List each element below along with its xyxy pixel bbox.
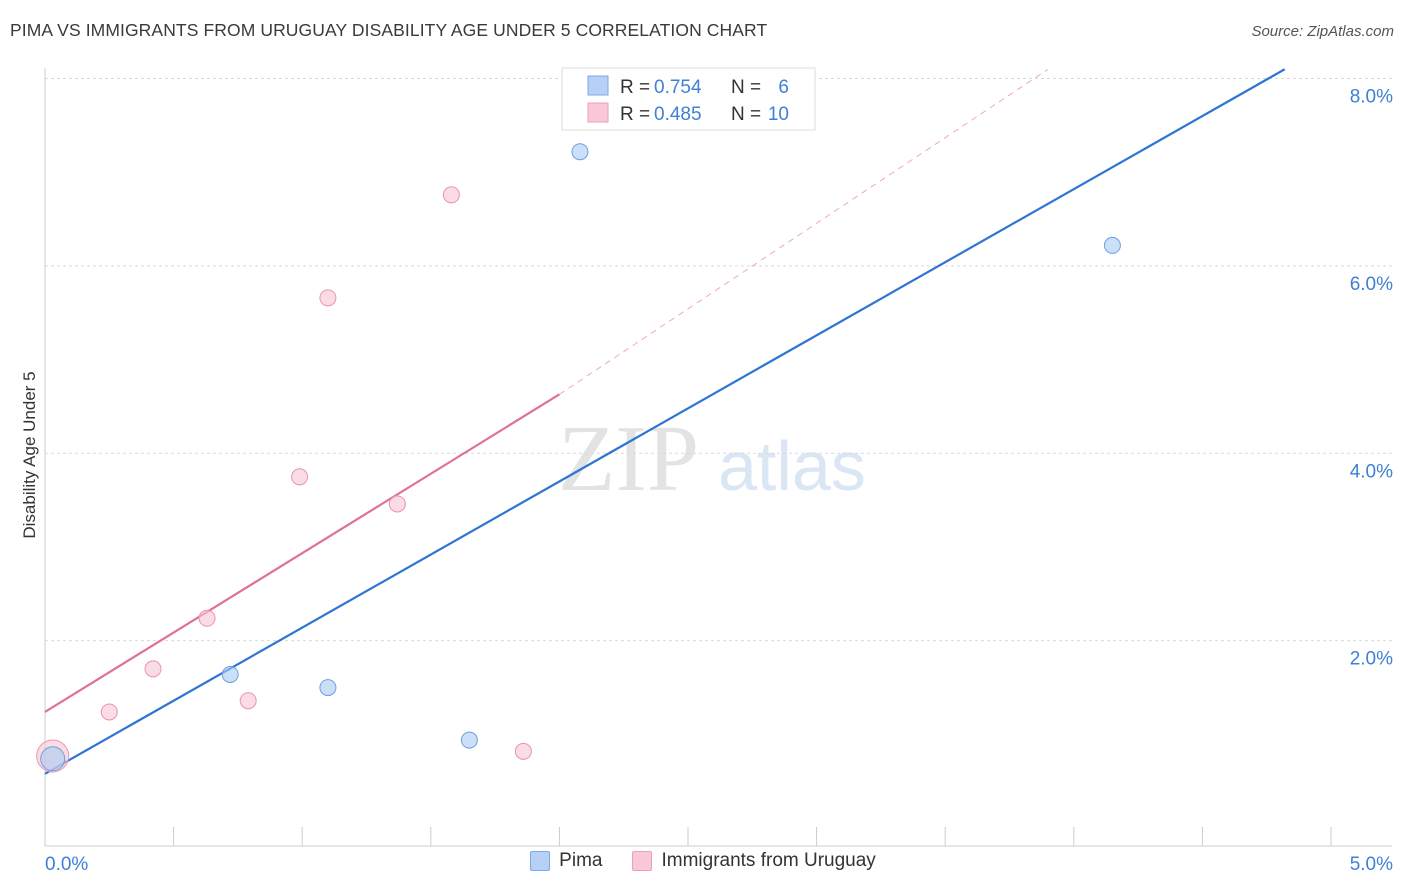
- legend-r-label-uruguay: R =: [620, 104, 650, 125]
- data-point-uruguay-1: [100, 703, 118, 721]
- chart-title: PIMA VS IMMIGRANTS FROM URUGUAY DISABILI…: [10, 20, 768, 40]
- source-label: Source: ZipAtlas.com: [1251, 23, 1394, 40]
- watermark-zip: ZIP: [558, 407, 699, 511]
- legend-label-uruguay: Immigrants from Uruguay: [661, 850, 876, 871]
- data-point-uruguay-3: [198, 609, 216, 627]
- y-tick-label-4: 4.0%: [1350, 461, 1393, 482]
- watermark-atlas: atlas: [718, 427, 866, 505]
- legend-item-uruguay: Immigrants from Uruguay: [632, 850, 876, 872]
- data-point-pima-4: [571, 143, 589, 161]
- trend-line-extension-1: [559, 68, 1049, 395]
- legend-r-label-pima: R =: [620, 77, 650, 98]
- x-tick-label-max: 5.0%: [1350, 854, 1393, 875]
- data-point-uruguay-4: [239, 692, 257, 710]
- data-point-uruguay-6: [319, 289, 337, 307]
- trend-line-0: [44, 68, 1286, 775]
- y-axis-title: Disability Age Under 5: [20, 371, 39, 538]
- data-point-uruguay-8: [442, 186, 460, 204]
- data-point-uruguay-9: [514, 742, 532, 760]
- legend-item-pima: Pima: [530, 850, 602, 872]
- data-point-pima-1: [221, 665, 239, 683]
- y-tick-label-2: 2.0%: [1350, 649, 1393, 670]
- data-point-uruguay-5: [291, 468, 309, 486]
- stats-legend: R = 0.754 N = 6 R = 0.485 N = 10: [561, 67, 816, 131]
- legend-n-value-pima: 6: [778, 77, 789, 98]
- legend-r-value-uruguay: 0.485: [654, 104, 702, 125]
- data-point-pima-0: [40, 746, 66, 772]
- y-tick-label-8: 8.0%: [1350, 87, 1393, 108]
- legend-swatch-pima-bottom: [530, 851, 551, 871]
- series-legend: Pima Immigrants from Uruguay: [0, 850, 1406, 872]
- data-point-uruguay-7: [388, 495, 406, 513]
- legend-swatch-uruguay-bottom: [632, 851, 653, 871]
- legend-n-value-uruguay: 10: [768, 104, 789, 125]
- legend-swatch-uruguay: [587, 102, 609, 123]
- data-point-pima-3: [460, 731, 478, 749]
- legend-r-value-pima: 0.754: [654, 77, 702, 98]
- legend-n-label-uruguay: N =: [731, 104, 761, 125]
- data-point-pima-5: [1103, 236, 1121, 254]
- legend-swatch-pima: [587, 75, 609, 96]
- trend-line-1: [44, 393, 560, 713]
- y-tick-label-6: 6.0%: [1350, 274, 1393, 295]
- x-tick-label-min: 0.0%: [45, 854, 88, 875]
- legend-n-label-pima: N =: [731, 77, 761, 98]
- legend-label-pima: Pima: [559, 850, 603, 871]
- data-point-pima-2: [319, 679, 337, 697]
- data-point-uruguay-2: [144, 660, 162, 678]
